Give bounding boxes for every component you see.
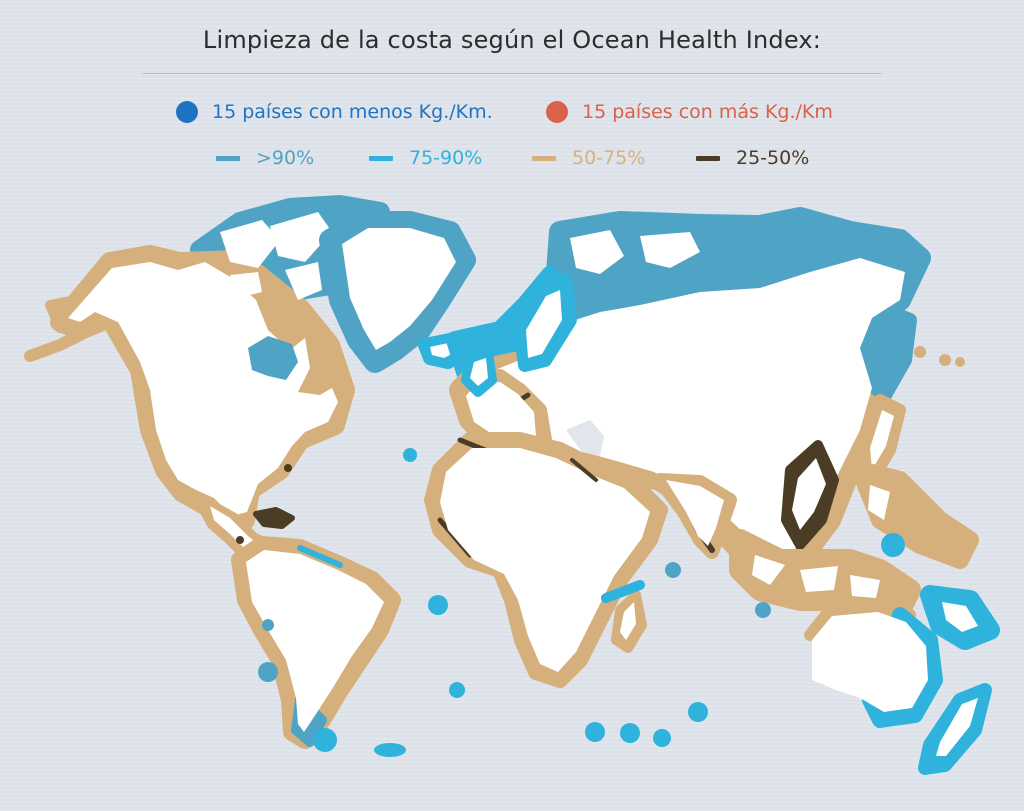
range-swatch-icon bbox=[369, 155, 393, 161]
legend-item-least-trash: 15 países con menos Kg./Km. bbox=[176, 101, 493, 123]
island-dot bbox=[313, 728, 337, 752]
island-dot bbox=[688, 702, 708, 722]
blue-dot-icon bbox=[176, 101, 198, 123]
south-america bbox=[231, 536, 401, 749]
south-america-land bbox=[246, 550, 384, 732]
range-swatch-icon bbox=[532, 155, 556, 161]
arctic-island bbox=[220, 220, 280, 268]
south-china-land bbox=[792, 458, 826, 530]
philippines-islands bbox=[868, 485, 890, 520]
greenland-land bbox=[342, 228, 456, 350]
greenland bbox=[319, 211, 476, 373]
south-america-coast-north bbox=[297, 545, 343, 568]
arctic-island bbox=[570, 230, 624, 274]
mozambique-channel-shelf bbox=[601, 580, 645, 603]
legend-range-label: >90% bbox=[256, 147, 315, 169]
island-dot bbox=[374, 743, 406, 757]
africa-land bbox=[440, 448, 650, 672]
legend-range-over-90: >90% bbox=[216, 147, 314, 169]
southeast-asia bbox=[729, 461, 1000, 650]
australia bbox=[804, 599, 992, 775]
arctic-island bbox=[285, 262, 322, 300]
range-swatch-icon bbox=[696, 155, 720, 161]
title-divider bbox=[143, 73, 881, 74]
ocean-islands bbox=[258, 346, 965, 757]
madagascar-land bbox=[620, 602, 636, 640]
island-dot bbox=[258, 662, 278, 682]
red-dot-icon bbox=[546, 101, 568, 123]
legend-label-most-trash: 15 países con más Kg./Km bbox=[582, 101, 833, 123]
scandinavia-land bbox=[526, 290, 562, 358]
island-dot bbox=[428, 595, 448, 615]
legend-range-label: 25-50% bbox=[736, 147, 810, 169]
caribbean-island bbox=[236, 536, 244, 544]
red-sea-shelf bbox=[570, 458, 598, 482]
bermuda bbox=[284, 464, 292, 472]
japan-land bbox=[870, 410, 894, 470]
india-land bbox=[666, 480, 724, 546]
island-dot bbox=[914, 346, 926, 358]
island-dot bbox=[755, 602, 771, 618]
caspian-sea bbox=[566, 420, 604, 456]
island-dot bbox=[665, 562, 681, 578]
island-dot bbox=[955, 357, 965, 367]
arctic-island bbox=[270, 212, 332, 262]
eurasia bbox=[446, 207, 931, 581]
legend-item-most-trash: 15 países con más Kg./Km bbox=[546, 101, 833, 123]
caribbean-islands bbox=[253, 507, 295, 529]
legend-range-label: 50-75% bbox=[572, 147, 646, 169]
new-zealand-land bbox=[936, 698, 978, 756]
island-dot bbox=[449, 682, 465, 698]
island-dot bbox=[939, 354, 951, 366]
legend-label-least-trash: 15 países con menos Kg./Km. bbox=[212, 101, 493, 123]
island-dot bbox=[881, 533, 905, 557]
arctic-island bbox=[640, 232, 700, 268]
north-america bbox=[24, 195, 390, 568]
legend-range-50-75: 50-75% bbox=[532, 147, 645, 169]
range-swatch-icon bbox=[216, 155, 240, 161]
arctic-island bbox=[230, 272, 262, 298]
se-asia-islands bbox=[850, 575, 880, 598]
island-dot bbox=[653, 729, 671, 747]
island-dot bbox=[620, 723, 640, 743]
alaska-aleutian-arc bbox=[24, 324, 96, 362]
island-dot bbox=[403, 448, 417, 462]
hudson-bay bbox=[248, 336, 298, 380]
map-title: Limpieza de la costa según el Ocean Heal… bbox=[202, 26, 822, 54]
pacific-island bbox=[942, 602, 978, 632]
british-isles-land bbox=[470, 358, 488, 386]
legend-range-label: 75-90% bbox=[409, 147, 483, 169]
legend-range-75-90: 75-90% bbox=[369, 147, 482, 169]
se-asia-islands bbox=[752, 555, 785, 585]
africa bbox=[424, 432, 668, 688]
legend-range-25-50: 25-50% bbox=[696, 147, 809, 169]
island-dot bbox=[585, 722, 605, 742]
north-america-land bbox=[68, 262, 338, 516]
australia-land bbox=[812, 612, 928, 712]
island-dot bbox=[262, 619, 274, 631]
europe-land bbox=[466, 382, 536, 444]
se-asia-islands bbox=[800, 566, 838, 592]
